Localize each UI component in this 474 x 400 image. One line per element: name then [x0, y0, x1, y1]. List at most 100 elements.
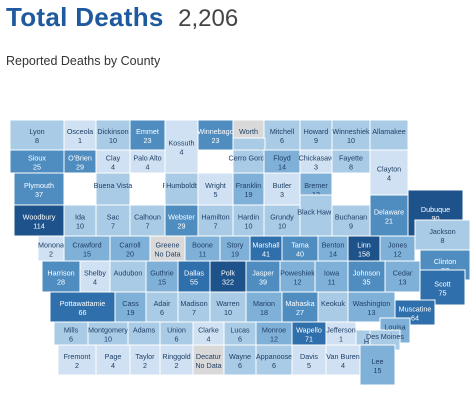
county-shape[interactable] — [79, 260, 111, 293]
county-shape[interactable] — [263, 204, 301, 237]
county-shape[interactable] — [347, 235, 381, 262]
county-shape[interactable] — [95, 344, 131, 376]
county-shape[interactable] — [379, 235, 416, 262]
county-audubon[interactable]: Audubon — [109, 260, 147, 293]
county-shape[interactable] — [414, 219, 471, 251]
county-shape[interactable] — [314, 260, 349, 293]
county-shape[interactable] — [232, 172, 265, 206]
county-shape[interactable] — [192, 344, 225, 376]
county-shape[interactable] — [263, 172, 301, 206]
county-shape[interactable] — [369, 149, 409, 196]
county-shape[interactable] — [279, 260, 316, 293]
county-shape[interactable] — [63, 204, 97, 237]
county-shape[interactable] — [219, 235, 251, 262]
county-shape[interactable] — [331, 119, 371, 151]
county-shape[interactable] — [299, 119, 333, 151]
county-shape[interactable] — [164, 119, 199, 174]
county-shape[interactable] — [164, 172, 199, 206]
county-shape[interactable] — [197, 172, 234, 206]
county-shape[interactable] — [57, 344, 97, 376]
county-shape[interactable] — [317, 235, 349, 262]
county-shape[interactable] — [384, 260, 421, 293]
county-black-hawk[interactable]: Black Hawk — [297, 194, 335, 237]
county-shape[interactable] — [197, 119, 234, 151]
county-shape[interactable] — [41, 260, 81, 293]
county-shape[interactable] — [291, 344, 327, 376]
county-shape[interactable] — [114, 291, 147, 323]
county-shape[interactable] — [369, 119, 409, 151]
county-shape[interactable] — [129, 344, 161, 376]
county-shape[interactable] — [159, 344, 194, 376]
county-shape[interactable] — [164, 204, 199, 237]
county-shape[interactable] — [359, 344, 396, 386]
county-cerro-gordo[interactable]: Cerro Gordo — [229, 149, 269, 174]
county-shape[interactable] — [129, 149, 166, 174]
county-shape[interactable] — [245, 291, 283, 323]
county-shape[interactable] — [197, 204, 234, 237]
county-shape[interactable] — [95, 119, 131, 151]
county-shape[interactable] — [209, 291, 247, 323]
county-buena-vista[interactable]: Buena Vista — [94, 172, 133, 206]
county-humboldt[interactable]: Humboldt — [164, 172, 199, 206]
